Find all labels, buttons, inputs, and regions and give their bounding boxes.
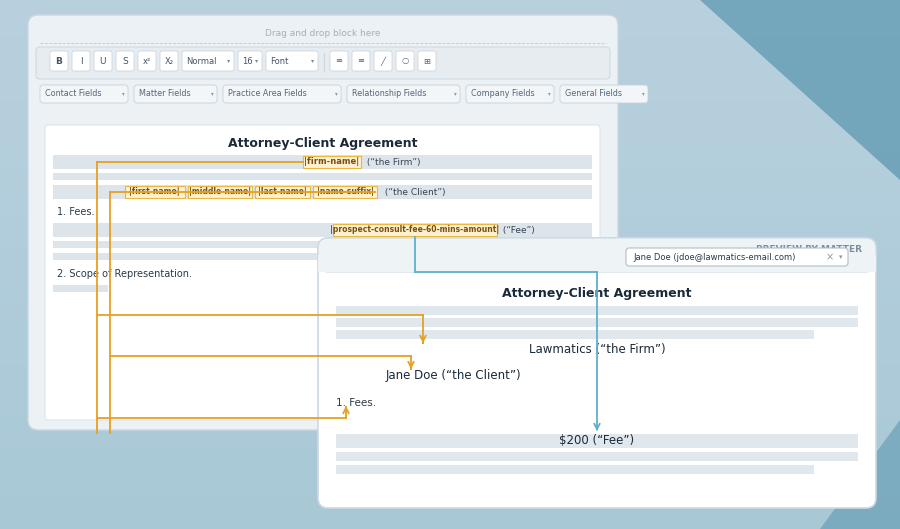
Text: ⊞: ⊞	[424, 57, 430, 66]
Text: ╱: ╱	[381, 56, 385, 66]
FancyBboxPatch shape	[116, 51, 134, 71]
Text: Drag and drop block here: Drag and drop block here	[266, 29, 381, 38]
Text: General Fields: General Fields	[565, 89, 622, 98]
Text: ▾: ▾	[547, 92, 551, 96]
Text: Company Fields: Company Fields	[471, 89, 535, 98]
Bar	[332, 224, 497, 236]
Text: 16: 16	[242, 57, 253, 66]
FancyBboxPatch shape	[318, 238, 876, 272]
Text: ▾: ▾	[228, 59, 230, 63]
Text: |firm-name|: |firm-name|	[304, 158, 359, 167]
FancyBboxPatch shape	[238, 51, 262, 71]
Text: |name-suffix|: |name-suffix|	[317, 187, 373, 196]
Text: |last-name|: |last-name|	[258, 187, 307, 196]
Text: ×: ×	[826, 252, 834, 262]
FancyBboxPatch shape	[330, 51, 348, 71]
FancyBboxPatch shape	[466, 85, 554, 103]
Text: ▾: ▾	[211, 92, 213, 96]
Text: (“the Client”): (“the Client”)	[382, 187, 446, 196]
Bar	[53, 223, 592, 237]
FancyBboxPatch shape	[45, 125, 600, 420]
FancyBboxPatch shape	[138, 51, 156, 71]
FancyBboxPatch shape	[626, 248, 848, 266]
FancyBboxPatch shape	[40, 85, 128, 103]
FancyBboxPatch shape	[266, 51, 318, 71]
Bar	[53, 185, 592, 199]
Polygon shape	[700, 0, 900, 180]
Text: |prospect-consult-fee-60-mins-amount|: |prospect-consult-fee-60-mins-amount|	[330, 225, 500, 234]
Bar	[318, 255, 876, 272]
Text: x²: x²	[143, 57, 151, 66]
Bar	[53, 253, 528, 260]
FancyBboxPatch shape	[318, 238, 876, 508]
Text: 2. Scope of Representation.: 2. Scope of Representation.	[57, 269, 192, 279]
Text: S: S	[122, 57, 128, 66]
Text: Font: Font	[270, 57, 288, 66]
Text: PREVIEW BY MATTER: PREVIEW BY MATTER	[756, 245, 862, 254]
FancyBboxPatch shape	[50, 51, 68, 71]
Text: ≡: ≡	[357, 57, 364, 66]
FancyBboxPatch shape	[36, 47, 610, 79]
FancyBboxPatch shape	[94, 51, 112, 71]
Text: ▾: ▾	[311, 59, 315, 63]
Text: Attorney-Client Agreement: Attorney-Client Agreement	[502, 287, 692, 300]
Text: ▾: ▾	[642, 92, 644, 96]
Bar	[336, 318, 858, 327]
Text: ○: ○	[401, 57, 409, 66]
Polygon shape	[820, 420, 900, 529]
Bar	[53, 285, 108, 292]
Text: ≡: ≡	[336, 57, 343, 66]
Text: Normal: Normal	[186, 57, 217, 66]
Text: 1. Fees.: 1. Fees.	[336, 398, 376, 408]
Bar	[313, 186, 377, 198]
Bar	[336, 452, 858, 461]
Text: $200 (“Fee”): $200 (“Fee”)	[560, 434, 634, 448]
Text: ▾: ▾	[839, 254, 842, 260]
Bar	[125, 186, 184, 198]
Bar	[53, 241, 592, 248]
Bar	[187, 186, 252, 198]
Text: U: U	[100, 57, 106, 66]
Text: (“the Firm”): (“the Firm”)	[364, 158, 420, 167]
Text: (“Fee”): (“Fee”)	[500, 225, 535, 234]
FancyBboxPatch shape	[28, 15, 618, 430]
Text: I: I	[80, 57, 82, 66]
FancyBboxPatch shape	[223, 85, 341, 103]
Text: Attorney-Client Agreement: Attorney-Client Agreement	[228, 136, 418, 150]
FancyBboxPatch shape	[182, 51, 234, 71]
Text: Contact Fields: Contact Fields	[45, 89, 102, 98]
Text: 1. Fees.: 1. Fees.	[57, 207, 94, 217]
FancyBboxPatch shape	[160, 51, 178, 71]
FancyBboxPatch shape	[72, 51, 90, 71]
Bar	[336, 434, 858, 448]
Text: Jane Doe (jdoe@lawmatics-email.com): Jane Doe (jdoe@lawmatics-email.com)	[633, 252, 796, 261]
Bar	[53, 155, 592, 169]
Bar	[336, 306, 858, 315]
Bar	[336, 330, 814, 339]
Text: X₂: X₂	[165, 57, 174, 66]
Text: ▾: ▾	[454, 92, 456, 96]
Text: |first-name|: |first-name|	[130, 187, 180, 196]
Text: Relationship Fields: Relationship Fields	[352, 89, 427, 98]
Text: ▾: ▾	[256, 59, 258, 63]
Bar	[53, 173, 592, 180]
FancyBboxPatch shape	[396, 51, 414, 71]
Text: Lawmatics (“the Firm”): Lawmatics (“the Firm”)	[528, 343, 665, 357]
Bar	[255, 186, 310, 198]
Text: |middle-name|: |middle-name|	[189, 187, 251, 196]
Text: Jane Doe (“the Client”): Jane Doe (“the Client”)	[386, 369, 522, 382]
Bar	[336, 465, 814, 474]
Text: Practice Area Fields: Practice Area Fields	[228, 89, 307, 98]
FancyBboxPatch shape	[560, 85, 648, 103]
Text: B: B	[56, 57, 62, 66]
FancyBboxPatch shape	[374, 51, 392, 71]
FancyBboxPatch shape	[352, 51, 370, 71]
Bar	[302, 156, 361, 168]
Text: ▾: ▾	[122, 92, 124, 96]
FancyBboxPatch shape	[418, 51, 436, 71]
Text: ▾: ▾	[335, 92, 338, 96]
FancyBboxPatch shape	[134, 85, 217, 103]
FancyBboxPatch shape	[347, 85, 460, 103]
Text: Matter Fields: Matter Fields	[139, 89, 191, 98]
